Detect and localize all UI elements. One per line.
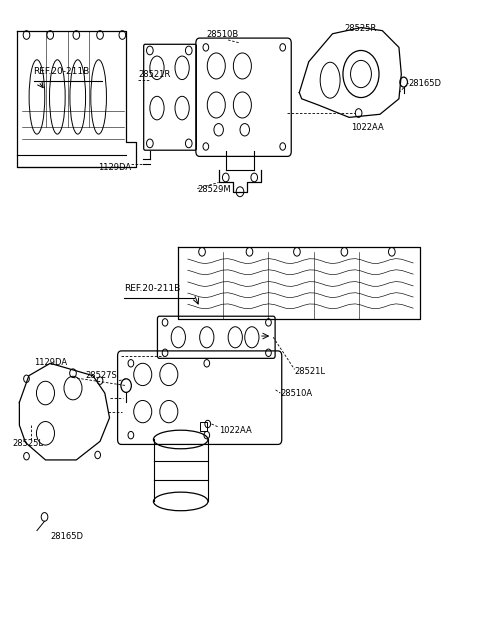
Text: 28529M: 28529M [197,185,231,194]
Text: 28521L: 28521L [295,368,325,376]
Text: 28165D: 28165D [50,532,83,541]
Text: 1022AA: 1022AA [219,426,252,435]
Text: 28510A: 28510A [280,389,312,398]
Text: 28521R: 28521R [138,70,170,79]
Text: 1129DA: 1129DA [97,163,131,172]
Text: 28510B: 28510B [207,30,239,39]
Text: 1022AA: 1022AA [351,122,384,132]
Text: 28165D: 28165D [408,79,442,88]
Text: REF.20-211B: REF.20-211B [34,67,90,76]
Text: 1129DA: 1129DA [34,358,67,367]
Text: REF.20-211B: REF.20-211B [124,284,180,293]
Text: 28525L: 28525L [12,439,43,448]
Text: 28527S: 28527S [86,371,118,379]
Text: 28525R: 28525R [344,24,377,32]
